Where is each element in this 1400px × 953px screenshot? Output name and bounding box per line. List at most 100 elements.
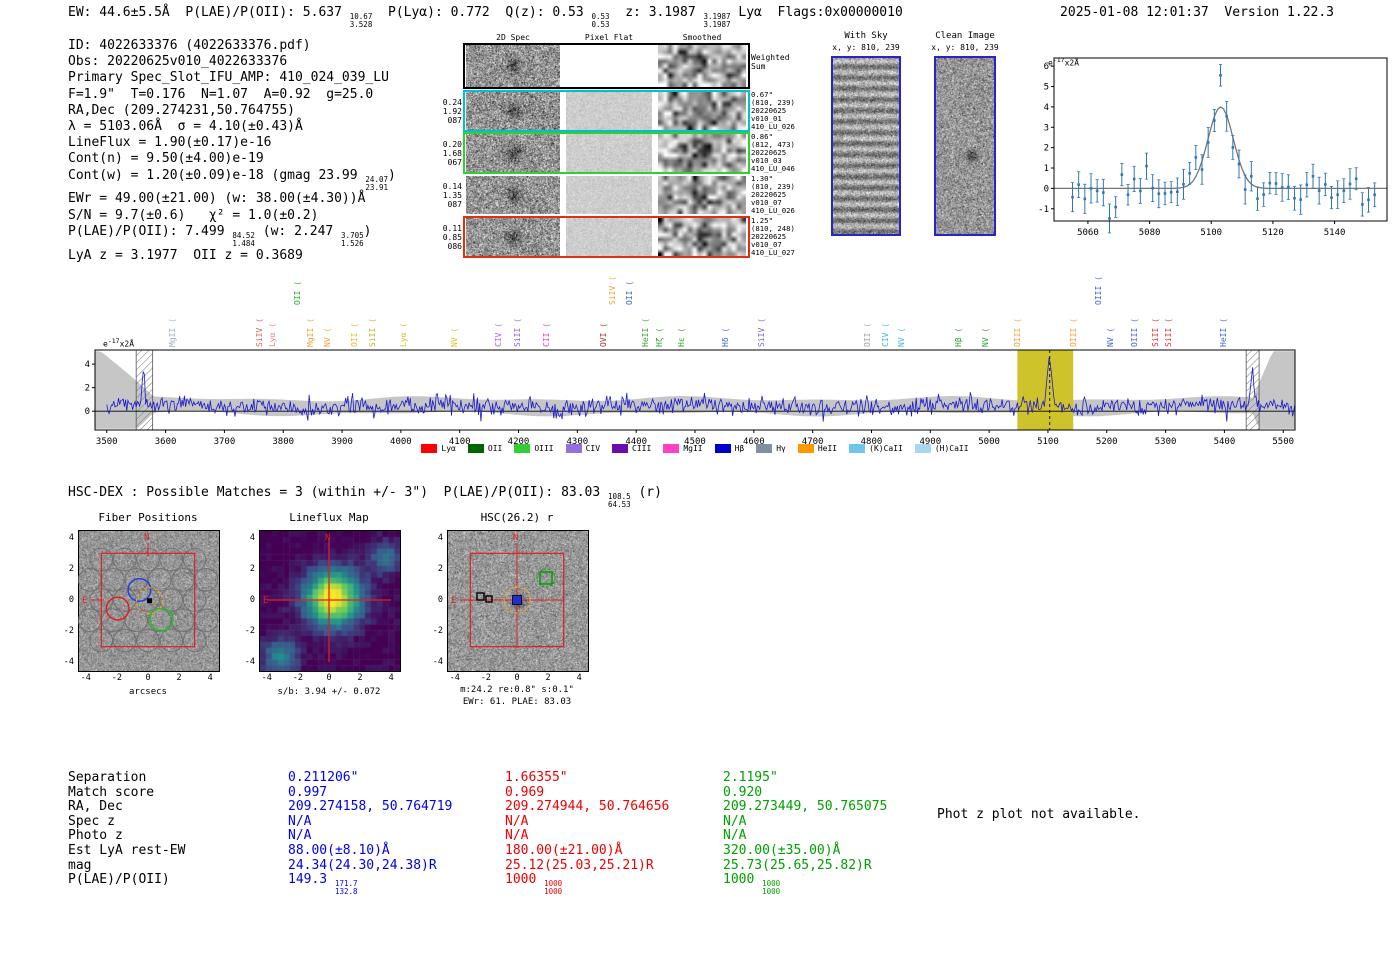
legend-item: HeII (797, 444, 837, 453)
fraction-bottom: 3.528 (349, 19, 373, 29)
text-segment: ) (388, 167, 396, 183)
fiber-circle (194, 567, 219, 592)
spec2d-2d-cutout (466, 92, 560, 130)
x-tick-label: 4700 (802, 437, 824, 447)
x-tick-label: 3700 (214, 437, 236, 447)
data-point (1169, 190, 1173, 194)
plot-frame (1053, 57, 1388, 222)
data-point (1213, 119, 1216, 122)
info-line: S/N = 9.7(±0.6) χ² = 1.0(±0.2) (68, 208, 396, 224)
info-line: λ = 5103.06Å σ = 4.10(±0.43)Å (68, 119, 396, 135)
emission-line-label: SiIV ( (254, 318, 264, 347)
fraction-top: 1000 (762, 879, 781, 889)
y-tick-label: 3 (1044, 123, 1049, 133)
cutout-y-tick-label: -4 (432, 657, 443, 668)
pixel-flat-cutout (566, 134, 652, 172)
data-point (1206, 141, 1210, 144)
spec2d-2d-cutout (466, 45, 560, 87)
y-tick-label: -1 (1038, 205, 1049, 215)
data-point (1354, 177, 1358, 181)
emission-line-label: HeII ( (641, 318, 651, 347)
emission-line-label: Hβ ( (954, 327, 964, 347)
emission-line-label: SiII ( (1151, 318, 1161, 347)
match-column: 0.211206" 0.997 209.274158, 50.764719 N/A N/… (288, 770, 452, 896)
data-point (1126, 193, 1130, 196)
data-point (1336, 193, 1339, 196)
header-datetime-version: 2025-01-08 12:01:37 Version 1.22.3 (1060, 5, 1334, 21)
fiber-circle (112, 628, 137, 653)
emission-line-label: NV ( (323, 327, 333, 347)
clean-image-coords: x, y: 810, 239 (931, 43, 999, 52)
x-tick-label: 3800 (272, 437, 294, 447)
fiber-positions-overlay: NE (77, 533, 219, 653)
match-value: N/A (723, 813, 747, 829)
emission-line-label: NV ( (1106, 327, 1116, 347)
emission-line-label: Hζ ( (654, 327, 664, 347)
legend-label: Hγ (776, 444, 786, 453)
lineflux-map-image (259, 530, 401, 672)
green-match-marker (539, 571, 553, 585)
with-sky-title: With Sky (844, 31, 888, 41)
text-segment: ID: 4022633376 (4022633376.pdf) (68, 38, 311, 53)
text-segment: F=1.9" T=0.176 N=1.07 A=0.92 g=25.0 (68, 86, 374, 102)
smoothed-cutout (658, 45, 746, 87)
x-tick-label: 5500 (1272, 437, 1294, 447)
info-line: P(LAE)/P(OII): 7.499 84.52 1.484 (w: 2.24… (68, 224, 396, 248)
spec2d-row-right-label: 0.86" (812, 473) 20220625 v010_03 410_LU… (751, 132, 795, 173)
data-point (1287, 185, 1290, 189)
compass-north-label: N (513, 533, 518, 543)
legend-swatch (797, 444, 814, 453)
units-base: e (1048, 58, 1053, 68)
emission-line-label: OIII ( (1129, 318, 1139, 347)
match-value: N/A (505, 813, 529, 829)
cutout-x-tick-label: 0 (145, 673, 151, 683)
cutout-x-tick-label: -2 (292, 673, 303, 683)
x-tick-label: 3600 (155, 437, 177, 447)
emission-line-label: OIII ( (1094, 276, 1104, 305)
x-tick-label: 4200 (508, 437, 530, 447)
selected-fiber-circle (127, 577, 152, 602)
fiber-circle (77, 608, 102, 633)
data-point (1083, 197, 1087, 201)
hsc-cutout-title: HSC(26.2) r (480, 511, 554, 524)
match-row-label: P(LAE)/P(OII) (68, 872, 170, 888)
x-tick-label: 4500 (684, 437, 706, 447)
fiber-xlabel: arcsecs (129, 687, 167, 697)
text-segment: Obs: 20220625v010_4022633376 (68, 54, 288, 70)
info-line: EWr = 49.00(±21.00) (w: 38.00(±4.30))Å (68, 191, 396, 207)
info-line: LyA z = 3.1977 OII z = 0.3689 (68, 248, 396, 264)
text-segment: (w: 2.247 (254, 223, 342, 239)
legend-item: Hβ (714, 444, 744, 453)
match-value: 209.273449, 50.765075 (723, 799, 888, 815)
spec2d-row-left-label: 0.20 1.68 067 (442, 139, 462, 167)
emission-line-label: OII ( (625, 280, 635, 305)
masked-region (1245, 349, 1260, 431)
data-point (1324, 183, 1327, 186)
text-segment: P(Lyα): 0.772 Q(z): 0.53 (372, 5, 592, 20)
emission-line-label: MgII ( (306, 318, 316, 347)
data-point (1342, 189, 1346, 192)
legend-item: (H)CaII (914, 444, 969, 453)
lineflux-caption: s/b: 3.94 +/- 0.072 (277, 687, 381, 697)
x-tick-label: 3500 (96, 437, 118, 447)
emission-line-label: SiIV ( (757, 318, 767, 347)
legend-label: CIV (585, 444, 601, 453)
text-segment: RA,Dec (209.274231,50.764755) (68, 102, 295, 118)
cutout-x-tick-label: -2 (111, 673, 122, 683)
data-point (1256, 197, 1259, 200)
cutout-y-tick-label: 4 (437, 532, 443, 543)
hsc-caption-1: m:24.2 re:0.8" s:0.1" (460, 685, 574, 695)
fraction-top: 84.52 (232, 230, 255, 240)
info-line: Cont(n) = 9.50(±4.00)e-19 (68, 151, 396, 167)
weighted-sum-label: Weighted Sum (751, 53, 790, 71)
x-tick-label: 5400 (1214, 437, 1236, 447)
info-line: Cont(w) = 1.20(±0.09)e-18 (gmag 23.99 24… (68, 168, 396, 192)
info-line: F=1.9" T=0.176 N=1.07 A=0.92 g=25.0 (68, 87, 396, 103)
cutout-x-tick-label: 2 (545, 673, 551, 683)
data-point (1200, 168, 1204, 171)
y-tick-label: 4 (85, 360, 90, 370)
spectrum-corner-units-label: e-17x2Å (103, 337, 134, 349)
emission-line-label: NV ( (980, 327, 990, 347)
cutout-x-tick-label: -4 (449, 673, 460, 683)
x-tick-label: 4100 (449, 437, 471, 447)
